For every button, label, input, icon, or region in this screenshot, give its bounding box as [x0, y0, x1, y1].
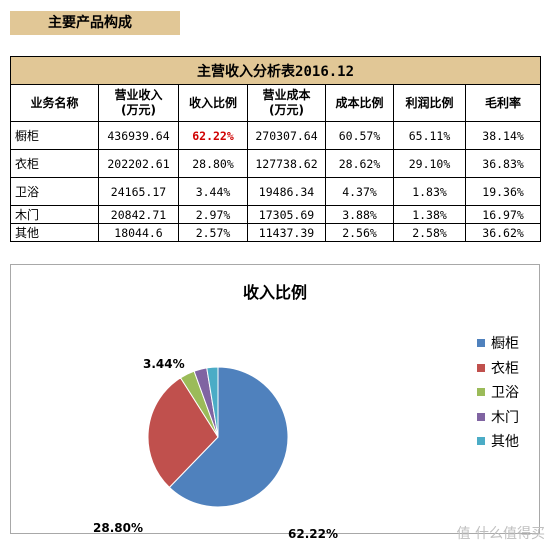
table-cell: 20842.71 — [98, 205, 179, 224]
table-cell: 28.80% — [178, 149, 248, 178]
table-cell: 1.38% — [393, 205, 466, 224]
column-header: 毛利率 — [464, 84, 542, 122]
table-cell: 436939.64 — [98, 121, 179, 150]
chart-legend: 橱柜衣柜卫浴木门其他 — [477, 331, 519, 454]
table-cell: 17305.69 — [247, 205, 326, 224]
table-cell: 3.44% — [178, 177, 248, 206]
table-cell: 270307.64 — [247, 121, 326, 150]
table-row: 衣柜 202202.61 28.80% 127738.62 28.62% 29.10% 36… — [10, 149, 542, 178]
table-cell: 3.88% — [325, 205, 394, 224]
legend-swatch — [477, 388, 485, 397]
row-name: 卫浴 — [10, 177, 99, 206]
legend-label: 卫浴 — [491, 385, 519, 402]
table-cell: 2.58% — [393, 223, 466, 242]
row-name: 衣柜 — [10, 149, 99, 178]
table-row: 橱柜 436939.64 62.22% 270307.64 60.57% 65.11% 38… — [10, 121, 542, 150]
column-header: 业务名称 — [10, 84, 99, 122]
legend-item: 木门 — [477, 405, 519, 430]
table-cell: 4.37% — [325, 177, 394, 206]
table-cell: 29.10% — [393, 149, 466, 178]
slice-data-label: 62.22% — [288, 527, 338, 541]
table-cell: 60.57% — [325, 121, 394, 150]
table-cell: 11437.39 — [247, 223, 326, 242]
legend-item: 衣柜 — [477, 356, 519, 381]
column-header: 利润比例 — [393, 84, 466, 122]
table-cell: 2.57% — [178, 223, 248, 242]
table-row: 木门 20842.71 2.97% 17305.69 3.88% 1.38% 16.97% — [10, 205, 542, 224]
column-header: 营业成本 (万元) — [247, 84, 326, 122]
slice-data-label: 28.80% — [93, 521, 143, 535]
legend-item: 橱柜 — [477, 331, 519, 356]
revenue-table: 主营收入分析表2016.12 业务名称 营业收入 (万元) 收入比例 营业成本 (万元… — [9, 56, 542, 242]
column-header: 收入比例 — [178, 84, 248, 122]
pie-slice — [147, 377, 219, 489]
table-cell: 2.56% — [325, 223, 394, 242]
legend-swatch — [477, 437, 485, 446]
column-header: 成本比例 — [325, 84, 394, 122]
pie-slice — [168, 366, 289, 508]
row-name: 橱柜 — [10, 121, 99, 150]
table-cell: 127738.62 — [247, 149, 326, 178]
table-title: 主营收入分析表2016.12 — [9, 56, 542, 85]
legend-item: 其他 — [477, 429, 519, 454]
watermark: 值 什么值得买 — [456, 526, 545, 542]
legend-label: 木门 — [491, 409, 519, 426]
legend-label: 橱柜 — [491, 336, 519, 353]
table-cell: 1.83% — [393, 177, 466, 206]
pie-chart — [147, 366, 289, 508]
table-cell: 62.22% — [178, 121, 248, 150]
row-name: 木门 — [10, 205, 99, 224]
table-cell: 16.97% — [464, 205, 542, 224]
legend-label: 其他 — [491, 434, 519, 451]
table-cell: 202202.61 — [98, 149, 179, 178]
legend-item: 卫浴 — [477, 380, 519, 405]
table-cell: 2.97% — [178, 205, 248, 224]
pie-slice — [206, 366, 219, 438]
legend-swatch — [477, 412, 485, 421]
table-cell: 36.83% — [464, 149, 542, 178]
pie-chart-panel: 收入比例 62.22% 28.80% 3.44% 橱柜衣柜卫浴木门其他 — [10, 264, 540, 541]
table-row: 卫浴 24165.17 3.44% 19486.34 4.37% 1.83% 19.36% — [10, 177, 542, 206]
table-cell: 28.62% — [325, 149, 394, 178]
legend-label: 衣柜 — [491, 360, 519, 377]
row-name: 其他 — [10, 223, 99, 242]
section-header: 主要产品构成 — [10, 11, 180, 35]
table-cell: 65.11% — [393, 121, 466, 150]
table-cell: 18044.6 — [98, 223, 179, 242]
table-header-row: 业务名称 营业收入 (万元) 收入比例 营业成本 (万元) 成本比例 利润比例 毛利率 — [10, 84, 542, 122]
slice-data-label: 3.44% — [143, 357, 185, 371]
table-cell: 24165.17 — [98, 177, 179, 206]
table-cell: 38.14% — [464, 121, 542, 150]
table-cell: 19.36% — [464, 177, 542, 206]
table-cell: 19486.34 — [247, 177, 326, 206]
table-cell: 36.62% — [464, 223, 542, 242]
column-header: 营业收入 (万元) — [98, 84, 179, 122]
legend-swatch — [477, 339, 485, 348]
chart-title: 收入比例 — [242, 283, 307, 302]
legend-swatch — [477, 363, 485, 372]
table-row: 其他 18044.6 2.57% 11437.39 2.56% 2.58% 36.62% — [10, 223, 542, 242]
